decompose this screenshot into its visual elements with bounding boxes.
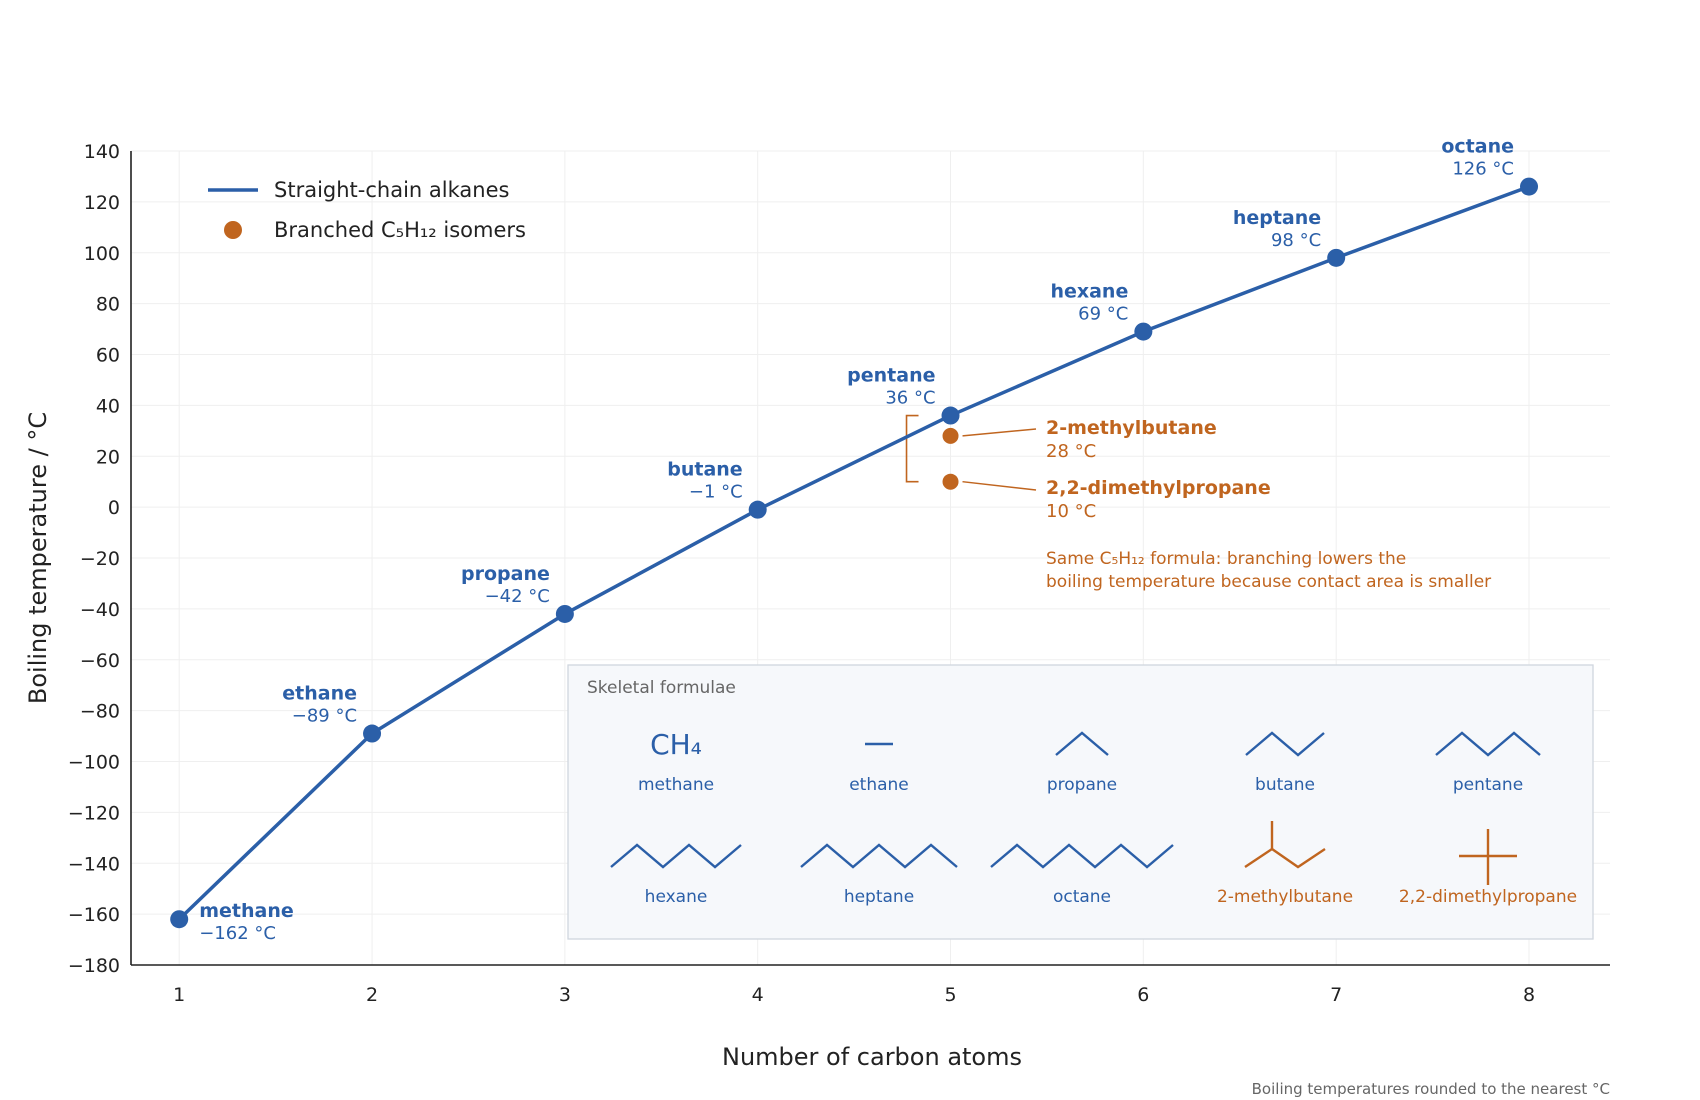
y-tick-label: −40 (80, 599, 120, 621)
x-axis-ticks: 1 2 3 4 5 6 7 8 (173, 984, 1535, 1006)
x-tick-label: 2 (366, 984, 378, 1006)
label-heptane: heptane (1233, 207, 1321, 229)
point-2-methylbutane (942, 427, 959, 444)
value-2,2-dimethylpropane: 10 °C (1046, 501, 1096, 522)
legend-label-straight: Straight-chain alkanes (274, 178, 509, 202)
bracket-path (905, 414, 919, 483)
inset-label-propane: propane (1047, 775, 1117, 795)
label-butane: butane (667, 459, 742, 481)
y-tick-label: 140 (84, 141, 120, 163)
x-axis-title: Number of carbon atoms (722, 1043, 1022, 1071)
point-2,2-dimethylpropane (942, 473, 959, 490)
y-tick-label: −180 (68, 955, 120, 977)
point-methane (170, 910, 189, 929)
y-axis-ticks: −180 −160 −140 −120 −100 −80 −60 −40 −20 0 20 40 60 8… (68, 141, 120, 977)
value-hexane: 69 °C (1078, 304, 1128, 325)
y-tick-label: −60 (80, 650, 120, 672)
legend-dot-swatch (224, 221, 242, 239)
value-2-methylbutane: 28 °C (1046, 441, 1096, 462)
point-butane (748, 500, 767, 519)
y-tick-label: −120 (68, 802, 120, 824)
annotation-line-1: Same C₅H₁₂ formula: branching lowers the (1046, 549, 1406, 569)
inset-label-butane: butane (1255, 775, 1315, 795)
skeleton-pentane (1435, 731, 1541, 757)
label-ethane: ethane (282, 683, 357, 705)
straight-chain-line (177, 184, 1530, 921)
y-tick-label: −80 (80, 701, 120, 723)
legend-label-branched: Branched C₅H₁₂ isomers (274, 218, 526, 242)
x-tick-label: 6 (1137, 984, 1149, 1006)
y-axis-title: Boiling temperature / °C (24, 412, 52, 704)
value-heptane: 98 °C (1271, 230, 1321, 251)
inset-label-2-methylbutane: 2-methylbutane (1217, 887, 1353, 907)
data-points (170, 177, 1539, 929)
y-tick-label: 60 (96, 345, 120, 367)
label-hexane: hexane (1050, 281, 1128, 303)
y-tick-label: −160 (68, 904, 120, 926)
skeleton-methane-formula: CH₄ (650, 728, 702, 761)
label-methane: methane (199, 900, 294, 922)
y-tick-label: −140 (68, 853, 120, 875)
leader-2-methylbutane (962, 428, 1037, 437)
series-line-straight-chain (177, 184, 1530, 921)
footnote: Boiling temperatures rounded to the near… (1252, 1080, 1610, 1098)
label-2-methylbutane: 2-methylbutane (1046, 417, 1217, 439)
x-tick-label: 7 (1330, 984, 1342, 1006)
skeleton-2-methylbutane (1244, 847, 1326, 869)
y-tick-label: −20 (80, 548, 120, 570)
inset-label-pentane: pentane (1453, 775, 1523, 795)
x-tick-label: 3 (559, 984, 571, 1006)
point-hexane (1134, 322, 1153, 341)
point-heptane (1327, 248, 1346, 267)
y-tick-label: 0 (108, 497, 120, 519)
value-propane: −42 °C (485, 586, 550, 607)
point-pentane (941, 406, 960, 425)
skeletal-formulae-inset: Skeletal formulae CH₄ methane ethane propan… (567, 664, 1594, 940)
x-tick-label: 5 (944, 984, 956, 1006)
label-propane: propane (461, 563, 550, 585)
label-2,2-dimethylpropane: 2,2-dimethylpropane (1046, 477, 1271, 499)
point-ethane (363, 724, 382, 743)
y-tick-label: 40 (96, 395, 120, 417)
legend: Straight-chain alkanes Branched C₅H₁₂ is… (208, 178, 526, 242)
skeleton-octane (990, 843, 1174, 869)
point-octane (1520, 177, 1539, 196)
inset-label-heptane: heptane (844, 887, 914, 907)
x-tick-label: 1 (173, 984, 185, 1006)
label-octane: octane (1441, 136, 1514, 158)
x-tick-label: 8 (1523, 984, 1535, 1006)
inset-label-octane: octane (1053, 887, 1111, 907)
inset-box (567, 664, 1594, 940)
value-pentane: 36 °C (885, 388, 935, 409)
y-tick-label: 100 (84, 243, 120, 265)
value-ethane: −89 °C (292, 706, 357, 727)
value-butane: −1 °C (689, 482, 743, 503)
y-tick-label: 80 (96, 294, 120, 316)
y-tick-label: 120 (84, 192, 120, 214)
y-tick-label: 20 (96, 446, 120, 468)
value-octane: 126 °C (1452, 159, 1514, 180)
y-tick-label: −100 (68, 752, 120, 774)
annotation-line-2: boiling temperature because contact area… (1046, 572, 1491, 592)
x-tick-label: 4 (752, 984, 764, 1006)
branching-annotation: Same C₅H₁₂ formula: branching lowers the… (1046, 549, 1491, 592)
inset-title: Skeletal formulae (587, 678, 736, 698)
skeleton-propane (1055, 731, 1109, 756)
value-methane: −162 °C (199, 923, 276, 944)
skeleton-butane (1245, 731, 1325, 757)
isomer-bracket (905, 414, 919, 483)
inset-label-2,2-dimethylpropane: 2,2-dimethylpropane (1399, 887, 1577, 907)
inset-label-methane: methane (638, 775, 714, 795)
point-propane (555, 604, 574, 623)
leader-2,2-dimethylpropane (962, 480, 1037, 491)
label-pentane: pentane (847, 365, 935, 387)
skeleton-heptane (800, 843, 958, 869)
inset-label-hexane: hexane (645, 887, 708, 907)
inset-label-ethane: ethane (849, 775, 909, 795)
skeleton-hexane (610, 843, 742, 869)
